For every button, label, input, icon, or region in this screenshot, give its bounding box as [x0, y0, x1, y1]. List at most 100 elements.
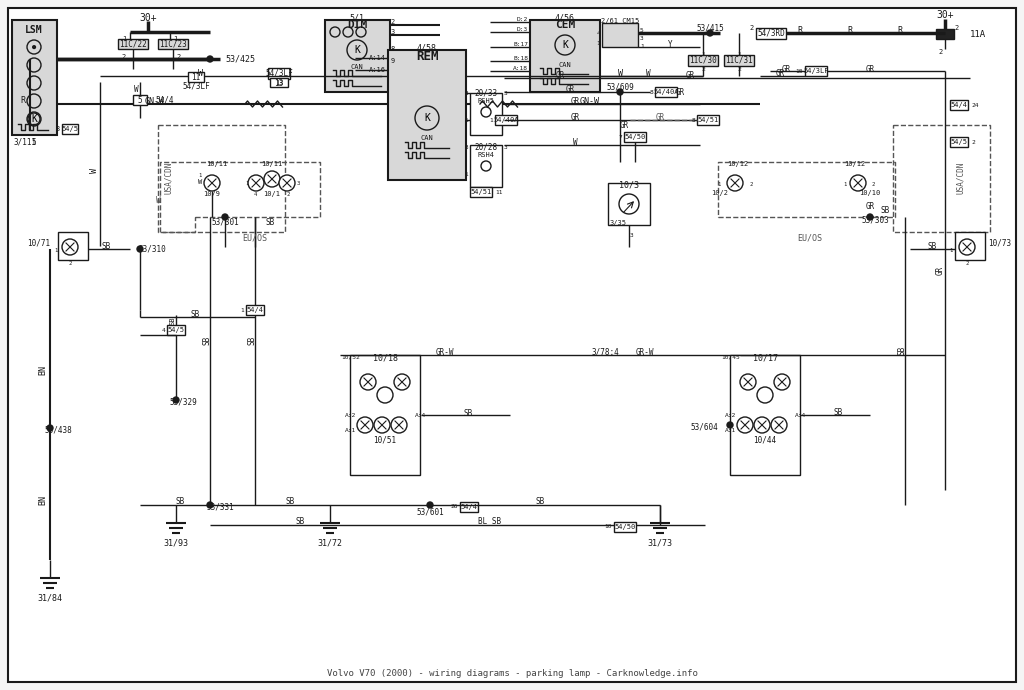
Text: GN-W: GN-W — [580, 97, 600, 106]
Text: 53/601: 53/601 — [416, 508, 443, 517]
Text: 11C/31: 11C/31 — [725, 55, 753, 64]
Text: 30+: 30+ — [139, 13, 157, 23]
Text: 3: 3 — [391, 29, 395, 35]
Text: 2: 2 — [701, 66, 705, 72]
Text: A:4: A:4 — [416, 413, 427, 417]
Text: 31/72: 31/72 — [317, 538, 342, 547]
Text: 54/40A: 54/40A — [494, 117, 519, 123]
FancyBboxPatch shape — [8, 8, 1016, 682]
Text: 53/303: 53/303 — [861, 215, 889, 224]
FancyBboxPatch shape — [608, 183, 650, 225]
FancyBboxPatch shape — [602, 23, 638, 47]
Text: 54/4: 54/4 — [950, 102, 968, 108]
Text: SB: SB — [295, 518, 304, 526]
Text: 10/45: 10/45 — [722, 355, 740, 359]
FancyBboxPatch shape — [325, 20, 390, 92]
Text: 1: 1 — [489, 117, 493, 123]
Circle shape — [248, 175, 264, 191]
Text: D:2: D:2 — [517, 17, 528, 21]
Text: 54/5: 54/5 — [168, 327, 184, 333]
Text: SB: SB — [536, 497, 545, 506]
Text: 10/12: 10/12 — [727, 161, 749, 167]
Text: 1: 1 — [241, 308, 244, 313]
FancyBboxPatch shape — [697, 115, 719, 125]
Text: 54/4: 54/4 — [461, 504, 477, 510]
Text: 30+: 30+ — [936, 10, 953, 20]
Text: GR: GR — [685, 70, 694, 79]
Text: 10/18: 10/18 — [373, 353, 397, 362]
Text: 5: 5 — [640, 28, 644, 32]
Text: GR-W: GR-W — [436, 348, 455, 357]
Text: 2: 2 — [69, 261, 72, 266]
Circle shape — [727, 422, 733, 428]
FancyBboxPatch shape — [460, 502, 478, 512]
Text: 54/5: 54/5 — [950, 139, 968, 145]
Text: 2: 2 — [750, 181, 753, 186]
Circle shape — [959, 239, 975, 255]
Text: 1: 1 — [464, 172, 468, 177]
Text: W: W — [89, 168, 98, 172]
Text: GR: GR — [936, 266, 944, 275]
FancyBboxPatch shape — [724, 55, 754, 66]
Text: 8: 8 — [649, 90, 653, 95]
Circle shape — [360, 374, 376, 390]
Text: 10/3: 10/3 — [618, 181, 639, 190]
Text: R: R — [798, 26, 803, 34]
Text: R: R — [848, 26, 853, 34]
Text: 10/52: 10/52 — [342, 355, 360, 359]
Text: 13: 13 — [274, 79, 284, 88]
Text: 8: 8 — [391, 46, 395, 52]
Text: DIM: DIM — [347, 20, 368, 30]
Text: 3/78:4: 3/78:4 — [591, 348, 618, 357]
Text: 2: 2 — [871, 181, 874, 186]
FancyBboxPatch shape — [118, 39, 148, 49]
FancyBboxPatch shape — [12, 20, 57, 135]
Text: K: K — [562, 40, 568, 50]
Text: 31/93: 31/93 — [164, 538, 188, 547]
Text: GN-W: GN-W — [145, 97, 165, 106]
Text: 1: 1 — [844, 181, 847, 186]
FancyBboxPatch shape — [133, 95, 147, 105]
Text: GR: GR — [676, 88, 685, 97]
Text: 54/40A: 54/40A — [653, 89, 679, 95]
FancyBboxPatch shape — [950, 137, 968, 147]
Text: 31/73: 31/73 — [647, 538, 673, 547]
Text: GR: GR — [565, 84, 574, 94]
Text: SB: SB — [897, 346, 906, 355]
Text: GR: GR — [555, 70, 564, 79]
Circle shape — [279, 175, 295, 191]
Text: 11C/23: 11C/23 — [159, 39, 186, 48]
Text: LSM: LSM — [26, 25, 43, 35]
FancyBboxPatch shape — [158, 39, 188, 49]
Text: 54/4: 54/4 — [155, 95, 173, 104]
FancyBboxPatch shape — [730, 355, 800, 475]
Text: W: W — [646, 68, 650, 77]
Text: 2: 2 — [971, 139, 975, 144]
Text: 1: 1 — [737, 52, 741, 57]
Text: 11: 11 — [495, 190, 503, 195]
Text: 2: 2 — [750, 25, 754, 31]
Text: SB: SB — [175, 497, 184, 506]
Text: CAN: CAN — [350, 64, 364, 70]
Text: 13: 13 — [274, 80, 284, 86]
Text: 53/438: 53/438 — [44, 426, 72, 435]
Text: 54/3LF: 54/3LF — [182, 81, 210, 90]
Text: R: R — [20, 95, 26, 104]
Text: SB: SB — [464, 408, 473, 417]
Text: 2: 2 — [287, 192, 290, 197]
Text: A:4: A:4 — [796, 413, 807, 417]
Text: 53/310: 53/310 — [138, 244, 166, 253]
Text: 10: 10 — [796, 68, 803, 74]
FancyBboxPatch shape — [470, 93, 502, 135]
Text: 54/3LF: 54/3LF — [265, 68, 293, 77]
Circle shape — [62, 239, 78, 255]
Circle shape — [207, 502, 213, 508]
Text: R: R — [897, 26, 902, 34]
FancyBboxPatch shape — [388, 50, 466, 180]
Circle shape — [222, 214, 228, 220]
FancyBboxPatch shape — [805, 66, 827, 76]
Circle shape — [173, 397, 179, 403]
Text: GR: GR — [781, 64, 791, 74]
Text: 2: 2 — [939, 49, 943, 55]
Text: SB: SB — [834, 408, 843, 417]
